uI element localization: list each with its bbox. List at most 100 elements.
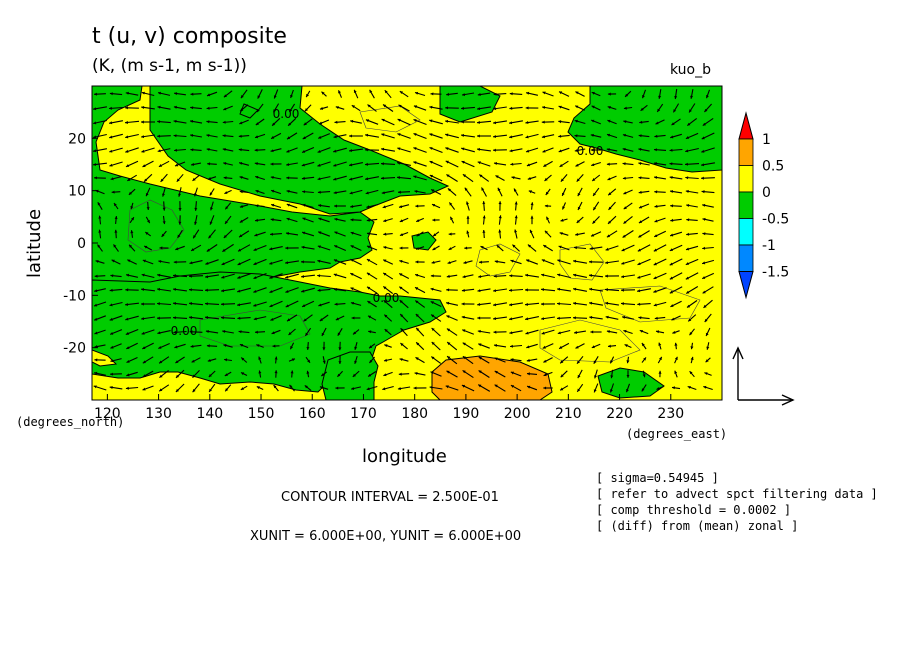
wind-vector-head	[557, 316, 560, 320]
wind-vector-head	[637, 289, 641, 293]
wind-vector-head	[157, 105, 161, 109]
wind-vector-head	[558, 105, 562, 109]
wind-vector-head	[510, 385, 515, 388]
wind-vector-head	[141, 135, 145, 139]
wind-vector-head	[622, 133, 626, 137]
wind-vector-head	[605, 301, 609, 305]
wind-vector-head	[400, 328, 404, 332]
wind-vector-head	[255, 122, 259, 125]
wind-vector-head	[545, 191, 549, 195]
wind-vector-head	[562, 206, 565, 210]
wind-vector-head	[654, 204, 658, 208]
wind-vector-head	[686, 232, 690, 236]
wind-vector-head	[669, 290, 673, 294]
wind-vector-head	[147, 219, 150, 224]
wind-vector-head	[366, 218, 370, 222]
wind-vector-head	[238, 134, 242, 138]
wind-vector-head	[605, 288, 608, 292]
wind-vector-head	[306, 93, 309, 98]
wind-vector-head	[365, 119, 370, 123]
wind-vector-head	[366, 272, 370, 276]
wind-vector-head	[302, 190, 306, 194]
wind-vector-head	[577, 374, 581, 379]
wind-vector-head	[626, 389, 629, 393]
wind-vector-head	[623, 206, 627, 210]
wind-vector-head	[703, 385, 707, 389]
wind-vector-head	[114, 203, 117, 207]
wind-vector-head	[125, 332, 129, 335]
colorbar-segment	[738, 244, 754, 272]
wind-vector-head	[530, 215, 534, 219]
wind-vector-head	[510, 344, 513, 348]
wind-vector-head	[654, 190, 658, 194]
wind-vector-head	[350, 245, 354, 249]
wind-vector-head	[494, 260, 498, 264]
colorbar-segment	[738, 165, 754, 193]
wind-vector-head	[114, 216, 118, 219]
wind-vector-head	[577, 388, 581, 392]
x-tick-label: 220	[606, 406, 633, 422]
wind-vector-head	[590, 330, 594, 334]
contour-line	[475, 243, 521, 277]
wind-vector-head	[656, 387, 660, 390]
wind-vector-head	[223, 107, 227, 111]
note-line: [ sigma=0.54945 ]	[596, 471, 719, 485]
wind-vector-head	[142, 360, 146, 364]
wind-vector-head	[685, 162, 688, 166]
wind-vector-head	[317, 259, 321, 263]
wind-vector-head	[625, 93, 629, 97]
wind-vector-head	[542, 149, 546, 153]
wind-vector-head	[477, 289, 481, 293]
wind-vector-head	[302, 304, 306, 307]
wind-vector-head	[528, 190, 532, 194]
wind-vector-head	[493, 289, 497, 293]
wind-vector-head	[301, 289, 305, 293]
wind-vector-head	[526, 345, 530, 349]
wind-vector-head	[591, 233, 595, 237]
wind-vector-head	[162, 193, 165, 197]
wind-vector-head	[318, 135, 322, 139]
wind-vector-head	[704, 318, 708, 322]
chart-title: t (u, v) composite	[92, 24, 287, 49]
note-line: [ comp threshold = 0.0002 ]	[596, 503, 792, 517]
wind-vector-head	[445, 385, 449, 389]
wind-vector-head	[397, 387, 401, 391]
wind-vector-head	[573, 301, 577, 305]
wind-vector-head	[288, 332, 292, 335]
wind-vector-head	[477, 147, 480, 151]
wind-vector-head	[654, 234, 658, 237]
wind-vector-head	[98, 229, 102, 233]
wind-vector-head	[319, 386, 324, 389]
wind-vector-head	[416, 342, 420, 346]
wind-vector-head	[432, 204, 436, 207]
wind-vector-head	[321, 373, 325, 376]
wind-vector-head	[258, 370, 262, 374]
wind-vector-head	[206, 106, 210, 110]
wind-vector-head	[350, 259, 354, 262]
wind-vector-head	[559, 91, 563, 95]
wind-vector-head	[399, 91, 403, 94]
wind-vector-head	[334, 204, 337, 208]
wind-vector-head	[353, 89, 357, 93]
wind-vector-head	[129, 244, 133, 248]
wind-vector-head	[621, 275, 625, 279]
wind-vector-head	[127, 259, 131, 263]
region-negative	[597, 367, 665, 399]
wind-vector-head	[509, 106, 513, 110]
wind-vector-head	[525, 135, 529, 139]
wind-vector-head	[193, 235, 196, 239]
wind-vector-head	[383, 246, 387, 249]
wind-vector-head	[239, 176, 243, 179]
wind-vector-head	[240, 95, 244, 99]
wind-vector-head	[384, 90, 388, 94]
wind-vector-head	[589, 274, 592, 277]
wind-vector-head	[333, 163, 337, 167]
wind-vector-head	[575, 163, 579, 167]
wind-vector-head	[397, 133, 401, 136]
wind-vector-head	[446, 301, 450, 305]
y-axis-label: latitude	[24, 208, 45, 278]
wind-vector-head	[431, 189, 435, 193]
wind-vector-head	[704, 108, 708, 112]
wind-vector-head	[286, 203, 290, 207]
wind-vector-head	[690, 346, 694, 350]
